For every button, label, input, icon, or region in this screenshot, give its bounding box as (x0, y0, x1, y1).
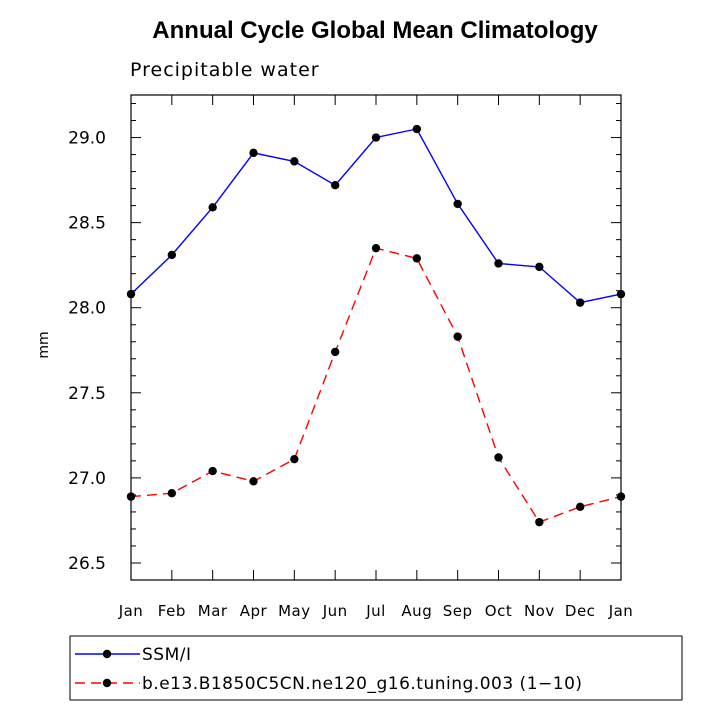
series-1-point (371, 243, 381, 253)
series-0-point (575, 298, 585, 307)
series-0-point (616, 289, 626, 299)
series-0-point (330, 180, 340, 190)
x-tick-label: Sep (443, 602, 473, 620)
series-line-1 (130, 247, 622, 523)
legend-box (69, 635, 683, 701)
x-tick-label: Jan (608, 602, 634, 620)
x-tick-label: Mar (198, 602, 228, 620)
y-tick-label: 28.5 (68, 214, 106, 234)
legend-label-0: SSM/I (142, 645, 192, 665)
series-0-point (453, 199, 462, 209)
x-tick-label: Feb (158, 602, 186, 620)
series-0-point (494, 259, 503, 268)
series-1-point (575, 502, 585, 512)
series-1-point (535, 517, 544, 527)
series-1-point (167, 489, 177, 498)
series-0-point (371, 133, 381, 142)
x-tick-label: Nov (524, 602, 555, 620)
series-1-point (453, 332, 462, 341)
x-tick-label: Aug (401, 602, 432, 620)
y-axis-label: mm (36, 331, 52, 358)
x-tick-label: Jan (118, 602, 144, 620)
series-layer (126, 124, 626, 527)
series-0-point (167, 250, 177, 260)
series-1-point (330, 347, 340, 357)
plot-frame (130, 94, 622, 581)
series-0-point (412, 124, 422, 134)
series-1-point (412, 254, 422, 263)
x-tick-label: Jun (322, 602, 348, 620)
series-1-point (616, 492, 626, 501)
series-0-point (126, 289, 136, 299)
x-tick-label: Jul (365, 602, 386, 620)
series-0-point (290, 157, 299, 166)
series-0-point (535, 262, 544, 272)
series-0-point (208, 203, 217, 212)
plot-border (130, 94, 622, 581)
y-axis: 26.5 27.0 27.5 28.0 28.5 29.0 (68, 103, 621, 581)
series-1-point (208, 466, 217, 476)
y-tick-label: 26.5 (68, 554, 106, 574)
x-axis: Jan Feb Mar Apr May Jun Jul Aug Sep Oct Nov Dec Jan (118, 95, 634, 620)
series-1-point (494, 453, 503, 462)
legend: SSM/I b.e13.B1850C5CN.ne120_g16.tuning.00… (69, 635, 683, 701)
legend-marker-0 (102, 649, 112, 659)
chart-title: Annual Cycle Global Mean Climatology (152, 17, 598, 44)
series-line-0 (130, 128, 622, 304)
y-tick-label: 29.0 (68, 129, 106, 149)
legend-label-1: b.e13.B1850C5CN.ne120_g16.tuning.003 (1−… (142, 674, 583, 694)
series-0-point (249, 148, 258, 158)
series-1-point (126, 492, 136, 501)
x-tick-label: Dec (565, 602, 596, 620)
x-tick-label: Oct (485, 602, 512, 620)
series-1-point (249, 477, 258, 486)
chart-subtitle: Precipitable water (130, 59, 320, 81)
y-tick-label: 27.0 (68, 469, 106, 489)
x-tick-label: Apr (240, 602, 268, 620)
series-1-point (290, 454, 299, 464)
legend-marker-1 (102, 678, 112, 688)
x-tick-label: May (278, 602, 311, 620)
y-tick-label: 28.0 (68, 299, 106, 319)
y-tick-label: 27.5 (68, 384, 106, 404)
